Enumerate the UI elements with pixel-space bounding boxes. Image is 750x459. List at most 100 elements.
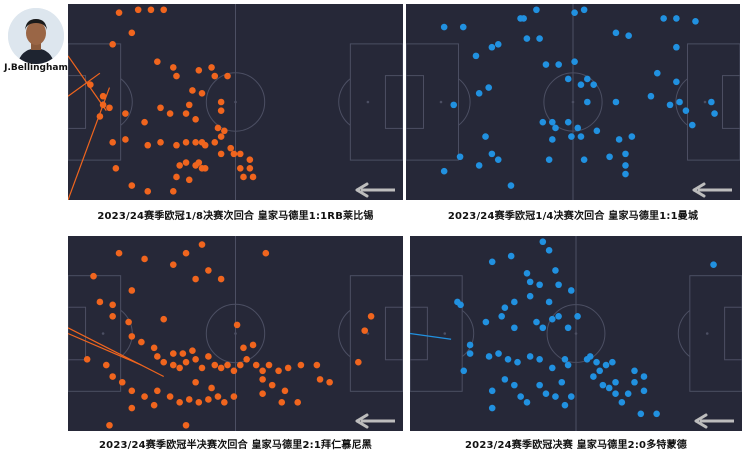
action-point	[555, 61, 562, 68]
action-point	[157, 104, 164, 112]
attack-direction-arrow-icon	[355, 413, 395, 429]
action-point	[195, 399, 203, 406]
action-point	[106, 104, 113, 112]
action-point	[673, 43, 680, 51]
action-point	[211, 72, 219, 80]
action-point	[198, 241, 206, 248]
action-point	[192, 162, 199, 169]
action-point	[517, 393, 524, 400]
action-point	[526, 292, 534, 300]
action-point	[539, 238, 547, 246]
action-point	[154, 387, 161, 395]
action-point	[520, 15, 527, 22]
action-point	[485, 84, 493, 91]
action-point	[195, 66, 203, 74]
action-point	[259, 376, 266, 383]
action-point	[536, 281, 543, 289]
action-point	[138, 338, 145, 346]
action-point	[96, 298, 104, 306]
action-point	[192, 139, 199, 146]
action-point	[173, 141, 180, 149]
action-point	[584, 98, 591, 106]
center-spot	[234, 332, 237, 335]
action-point	[208, 384, 215, 392]
action-point	[259, 367, 266, 375]
action-point	[208, 64, 215, 71]
action-point	[115, 249, 123, 257]
pitch-3	[68, 236, 403, 431]
action-point	[593, 358, 600, 366]
action-point	[539, 324, 547, 332]
action-point	[561, 401, 569, 409]
action-point	[504, 356, 512, 363]
action-point	[211, 361, 219, 369]
action-point	[593, 127, 601, 135]
action-point	[676, 98, 683, 106]
action-point	[230, 367, 238, 375]
left-penalty-spot	[101, 332, 105, 335]
action-point	[134, 6, 142, 14]
right-penalty-arc	[677, 309, 691, 358]
left-penalty-box	[68, 43, 122, 161]
action-point	[605, 384, 613, 392]
action-point	[128, 287, 136, 294]
action-point	[109, 373, 116, 380]
action-point	[571, 58, 578, 65]
action-point	[109, 41, 116, 48]
action-point	[243, 356, 250, 363]
action-point	[501, 304, 509, 311]
pitch-2	[406, 4, 740, 200]
pitch-panel-1: 2023/24赛季欧冠1/8决赛次回合 皇家马德里1:1RB莱比锡	[68, 4, 403, 222]
action-point	[511, 298, 518, 306]
right-penalty-arc	[338, 309, 351, 358]
action-point	[192, 115, 199, 123]
action-point	[192, 356, 199, 363]
action-point	[109, 301, 116, 309]
center-spot	[234, 100, 237, 104]
action-point	[355, 358, 362, 366]
action-point	[523, 269, 531, 277]
action-point	[182, 110, 190, 117]
action-point	[99, 92, 107, 100]
action-point	[653, 410, 660, 418]
action-point	[599, 381, 607, 389]
action-point	[297, 361, 305, 369]
action-point	[542, 390, 550, 398]
action-line	[68, 327, 164, 378]
action-line	[68, 72, 101, 97]
match-title-1: 2023/24赛季欧冠1/8决赛次回合 皇家马德里1:1RB莱比锡	[97, 211, 374, 222]
action-point	[631, 378, 638, 386]
action-point	[122, 136, 129, 143]
action-point	[87, 81, 94, 89]
action-point	[118, 378, 126, 386]
action-point	[548, 364, 556, 372]
action-point	[185, 176, 193, 184]
action-point	[185, 101, 193, 109]
action-point	[580, 156, 588, 163]
action-point	[189, 347, 196, 355]
action-point	[552, 267, 559, 274]
right-penalty-box	[689, 275, 742, 392]
action-point	[561, 356, 569, 363]
action-point	[574, 312, 581, 320]
action-point	[609, 358, 616, 366]
action-point	[96, 113, 104, 120]
action-point	[459, 23, 467, 31]
action-point	[606, 153, 613, 161]
action-point	[564, 118, 572, 126]
action-point	[466, 350, 474, 357]
action-point	[450, 101, 458, 109]
action-point	[666, 101, 674, 109]
action-point	[214, 393, 222, 400]
action-point	[249, 173, 257, 181]
player-portrait-icon	[8, 8, 64, 64]
action-point	[128, 182, 136, 189]
right-penalty-arc	[675, 78, 688, 126]
action-point	[179, 350, 187, 357]
action-point	[545, 247, 553, 254]
action-point	[574, 124, 582, 132]
action-point	[236, 150, 244, 158]
action-point	[182, 358, 190, 366]
action-point	[128, 387, 136, 395]
action-point	[558, 378, 566, 386]
